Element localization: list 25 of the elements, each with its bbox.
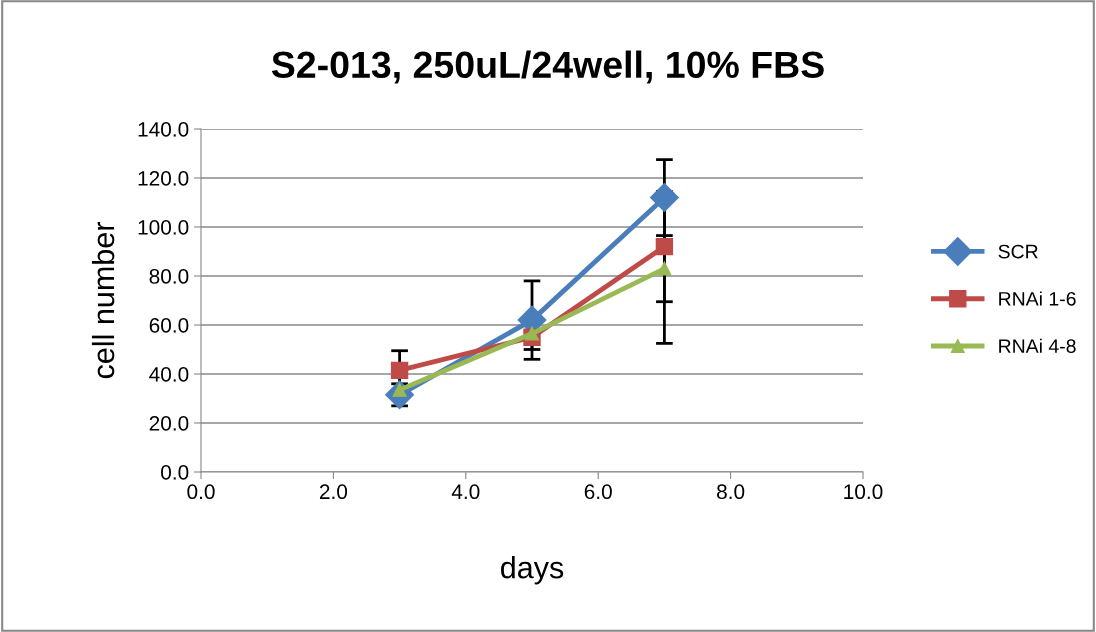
x-tick-label: 6.0 bbox=[584, 484, 612, 500]
y-tick-label: 80.0 bbox=[149, 269, 189, 284]
y-tick-label: 0.0 bbox=[161, 465, 189, 480]
y-tick-label: 100.0 bbox=[138, 220, 189, 235]
y-tick-label: 140.0 bbox=[138, 122, 189, 137]
x-tick-label: 4.0 bbox=[451, 484, 480, 500]
point bbox=[649, 183, 679, 213]
legend-label: SCR bbox=[998, 244, 1038, 259]
legend-label: RNAi 4-8 bbox=[999, 338, 1076, 354]
point bbox=[655, 237, 674, 256]
chart-title: S2-013, 250uL/24well, 10% FBS bbox=[271, 50, 824, 84]
y-tick-label: 60.0 bbox=[149, 318, 189, 333]
x-axis-title: days bbox=[501, 556, 564, 585]
x-tick-label: 2.0 bbox=[319, 484, 348, 500]
x-tick-label: 10.0 bbox=[844, 484, 883, 500]
x-tick-label: 8.0 bbox=[717, 484, 745, 500]
point bbox=[657, 261, 672, 276]
point bbox=[525, 326, 539, 341]
y-tick-label: 120.0 bbox=[138, 171, 189, 186]
x-tick-label: 0.0 bbox=[187, 484, 215, 500]
y-axis-title: cell number bbox=[91, 222, 115, 379]
y-tick-label: 20.0 bbox=[149, 416, 189, 431]
y-tick-label: 40.0 bbox=[149, 367, 189, 382]
legend-label: RNAi 1-6 bbox=[999, 291, 1076, 306]
point bbox=[390, 361, 409, 380]
